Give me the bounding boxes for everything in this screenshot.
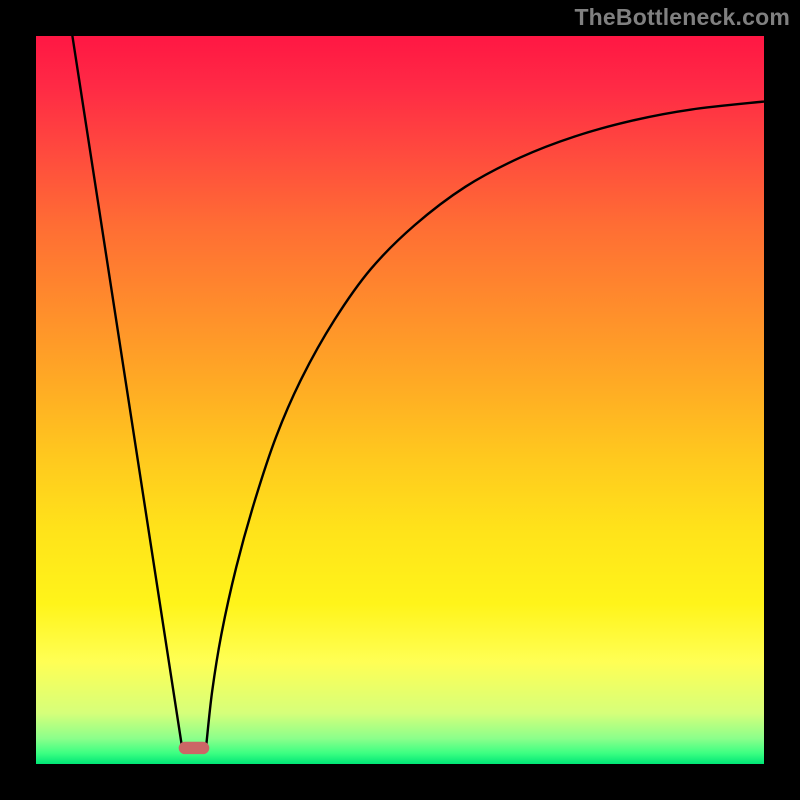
gradient-background bbox=[36, 36, 764, 764]
bottleneck-curve-chart bbox=[36, 36, 764, 764]
watermark-text: TheBottleneck.com bbox=[574, 4, 790, 31]
chart-frame: TheBottleneck.com bbox=[0, 0, 800, 800]
minimum-marker bbox=[179, 742, 210, 754]
marker-layer bbox=[179, 742, 210, 754]
plot-area bbox=[36, 36, 764, 764]
